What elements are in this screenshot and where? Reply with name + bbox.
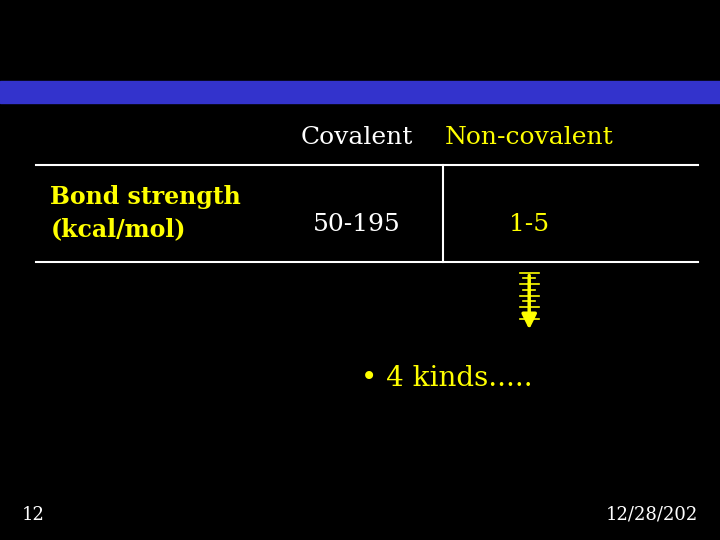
Text: (kcal/mol): (kcal/mol) [50,218,186,241]
Text: 12: 12 [22,506,45,524]
Text: 1-5: 1-5 [509,213,549,235]
Text: Non-covalent: Non-covalent [445,125,613,148]
Text: Bond strength: Bond strength [50,185,241,209]
Text: • 4 kinds.....: • 4 kinds..... [361,364,532,391]
Text: Covalent: Covalent [300,125,413,148]
Text: 50-195: 50-195 [312,213,400,235]
Text: 12/28/202: 12/28/202 [606,506,698,524]
Bar [0,81,720,103]
